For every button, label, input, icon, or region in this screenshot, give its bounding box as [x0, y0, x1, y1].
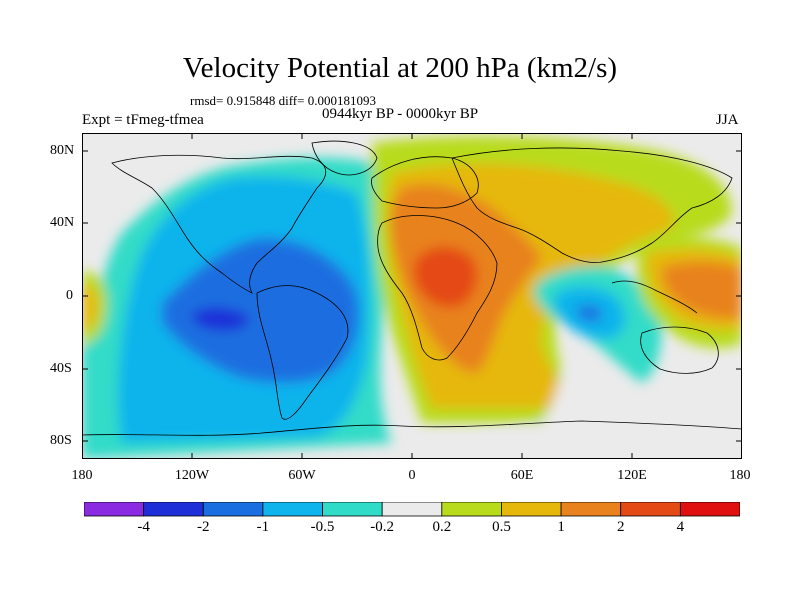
- plot-title: Velocity Potential at 200 hPa (km2/s): [182, 52, 618, 84]
- lat-label-80s: 80S: [50, 433, 72, 448]
- colorbar-box-0: [84, 502, 145, 517]
- velocity-potential-map: [82, 133, 742, 459]
- coast-south-america: [256, 285, 349, 420]
- contour-neg-strong: [191, 307, 250, 331]
- colorbar-box-8: [560, 502, 622, 517]
- colorbar-box-4: [322, 502, 383, 517]
- lon-label-120e: 120E: [617, 468, 647, 483]
- lat-label-40n: 40N: [50, 215, 75, 230]
- colorbar-label-9: 4: [676, 519, 685, 535]
- contour-neutral-south: [462, 373, 622, 459]
- colorbar-box-2: [202, 502, 264, 517]
- experiment-label: Expt = tFmeg-tfmea: [82, 112, 204, 128]
- colorbar-label-0: -4: [137, 519, 150, 535]
- colorbar-label-7: 1: [557, 519, 565, 535]
- colorbar-box-10: [679, 502, 740, 517]
- colorbar-label-2: -1: [256, 519, 270, 535]
- coast-antarctica: [82, 420, 742, 436]
- coastlines: [82, 140, 742, 436]
- period-label: 0944kyr BP - 0000kyr BP: [322, 106, 479, 122]
- colorbar-label-4: -0.2: [370, 519, 395, 535]
- contour-pos-pacific-strong: [661, 261, 742, 319]
- season-label: JJA: [716, 112, 739, 128]
- contour-neg-indian-core: [576, 305, 603, 322]
- colorbar-box-6: [441, 502, 502, 517]
- contour-neg-mid: [162, 238, 360, 383]
- colorbar-label-5: 0.2: [432, 519, 452, 535]
- lon-label-120w: 120W: [174, 468, 210, 483]
- coast-europe: [371, 156, 479, 209]
- lon-label-180e: 180: [729, 468, 751, 483]
- coast-asia: [451, 147, 733, 263]
- colorbar-box-7: [501, 502, 562, 517]
- lat-label-0: 0: [66, 288, 73, 303]
- lat-label-80n: 80N: [50, 143, 75, 158]
- coast-north-america: [111, 154, 327, 294]
- colorbar-box-1: [143, 502, 204, 517]
- lat-label-40s: 40S: [50, 361, 72, 376]
- colorbar-box-5: [381, 502, 443, 517]
- colorbar-box-3: [262, 502, 323, 517]
- coast-australia: [640, 326, 719, 374]
- colorbar-label-3: -0.5: [310, 519, 335, 535]
- lon-label-180w: 180: [71, 468, 93, 483]
- colorbar-label-1: -2: [197, 519, 210, 535]
- coast-africa: [377, 215, 498, 361]
- stats-line: rmsd= 0.915848 diff= 0.000181093: [190, 93, 376, 108]
- lon-label-60e: 60E: [510, 468, 534, 483]
- coast-greenland: [311, 140, 378, 176]
- colorbar-label-6: 0.5: [492, 519, 511, 535]
- colorbar: [84, 502, 740, 517]
- colorbar-label-8: 2: [616, 519, 625, 535]
- lon-label-60w: 60W: [288, 468, 316, 483]
- colorbar-box-9: [620, 502, 681, 517]
- lon-label-0: 0: [408, 468, 416, 483]
- axis-ticks: [82, 133, 742, 459]
- coast-maritime: [611, 280, 698, 314]
- contour-pos-strong: [413, 246, 478, 308]
